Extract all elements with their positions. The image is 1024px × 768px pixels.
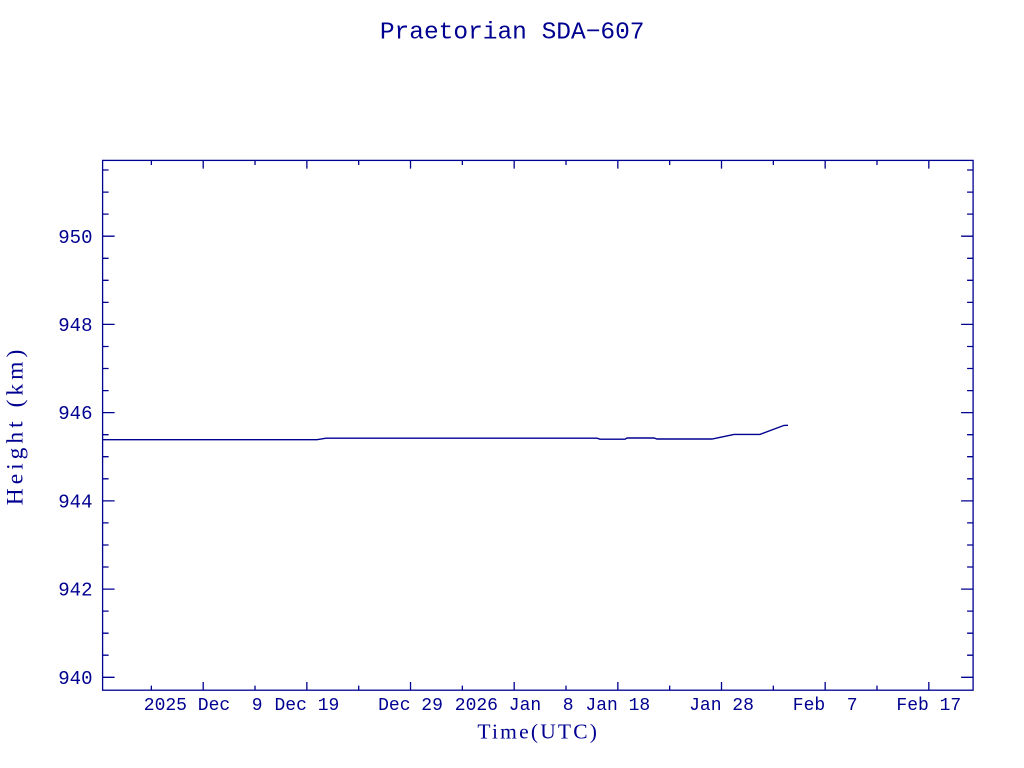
svg-text:Dec 19: Dec 19 bbox=[274, 696, 339, 716]
svg-text:Feb 7: Feb 7 bbox=[793, 696, 858, 716]
svg-text:Jan 18: Jan 18 bbox=[585, 696, 650, 716]
svg-text:946: 946 bbox=[58, 403, 92, 425]
svg-text:948: 948 bbox=[58, 315, 92, 337]
svg-text:Praetorian SDA−607: Praetorian SDA−607 bbox=[380, 19, 645, 46]
svg-text:Feb 17: Feb 17 bbox=[896, 696, 961, 716]
svg-text:2026 Jan 8: 2026 Jan 8 bbox=[455, 696, 574, 716]
svg-text:Dec 29: Dec 29 bbox=[378, 696, 443, 716]
svg-text:Time(UTC): Time(UTC) bbox=[477, 720, 599, 744]
svg-text:2025 Dec 9: 2025 Dec 9 bbox=[144, 696, 263, 716]
svg-text:Height (km): Height (km) bbox=[3, 346, 29, 506]
svg-text:942: 942 bbox=[58, 580, 92, 602]
svg-text:940: 940 bbox=[58, 668, 92, 690]
svg-text:950: 950 bbox=[58, 227, 92, 249]
svg-text:Jan 28: Jan 28 bbox=[689, 696, 754, 716]
svg-text:944: 944 bbox=[58, 492, 92, 514]
